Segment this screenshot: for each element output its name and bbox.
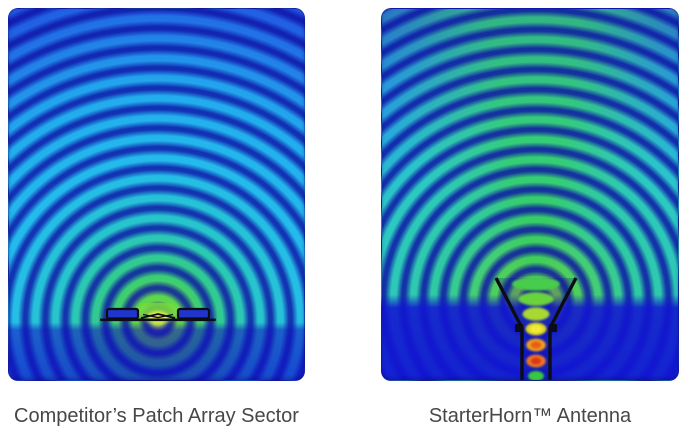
caption-starterhorn: StarterHorn™ Antenna <box>428 405 632 427</box>
patch-array-antenna-graphic <box>99 303 216 324</box>
caption-patch-array: Competitor’s Patch Array Sector <box>14 405 299 427</box>
horn-field-panel <box>381 8 679 381</box>
horn-antenna-graphic <box>494 277 578 380</box>
patch-array-field-panel <box>8 8 305 381</box>
